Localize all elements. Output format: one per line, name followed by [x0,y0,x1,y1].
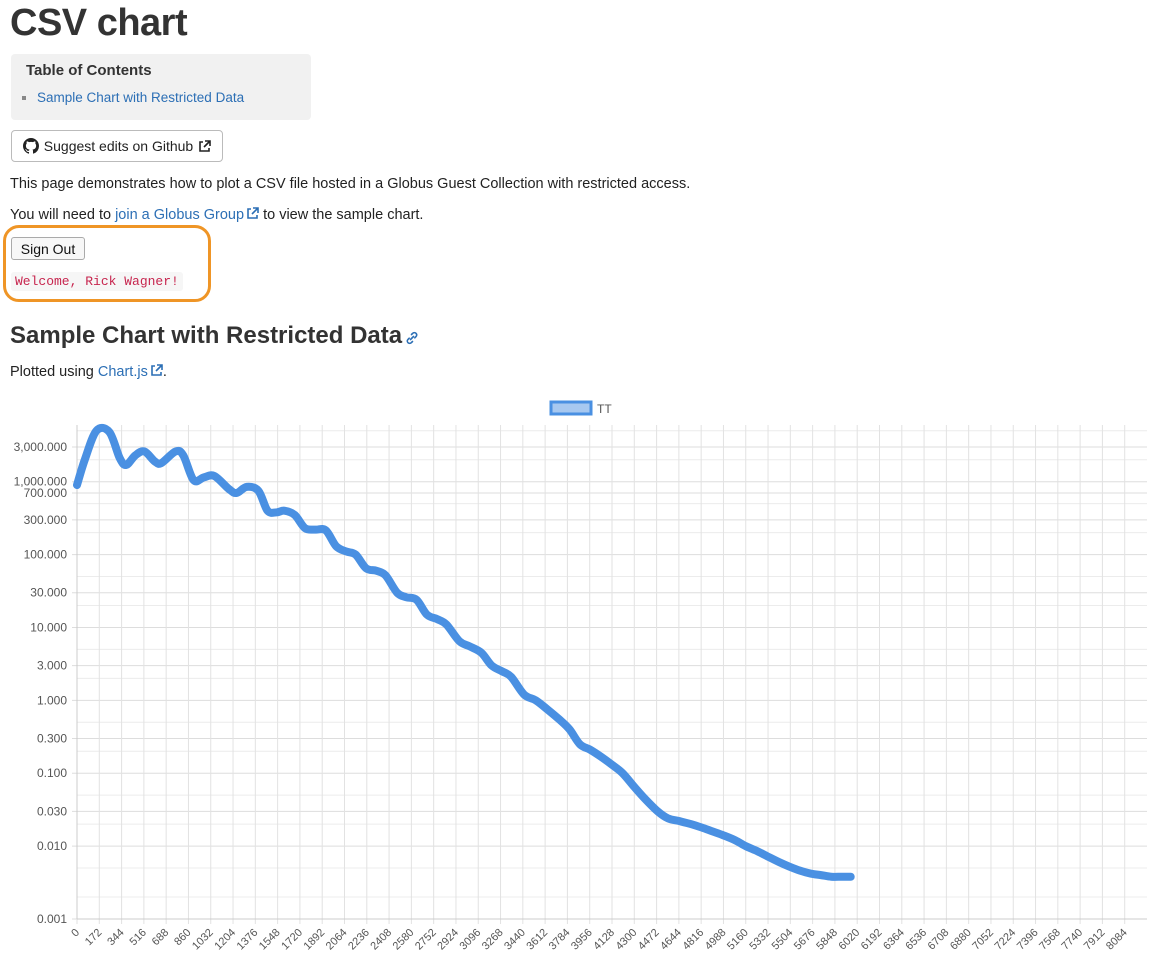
x-tick-label: 6192 [859,927,885,953]
join-group-paragraph: You will need to join a Globus Group to … [10,207,423,224]
x-tick-label: 1204 [212,927,238,953]
join-link-label: join a Globus Group [115,207,245,223]
y-tick-label: 3.000 [37,659,67,673]
chart-series [73,423,855,881]
table-of-contents: Table of Contents Sample Chart with Rest… [11,54,311,120]
toc-bullet-icon [22,96,26,100]
x-tick-label: 6708 [926,927,952,953]
x-tick-label: 1376 [235,927,261,953]
x-tick-label: 4300 [614,927,640,953]
series-line-tt [73,423,855,881]
x-tick-label: 4472 [636,927,662,953]
x-tick-label: 2580 [391,927,417,953]
x-tick-label: 3440 [502,927,528,953]
x-tick-label: 688 [150,927,171,948]
x-tick-label: 3096 [458,927,484,953]
x-tick-label: 3268 [480,927,506,953]
y-tick-label: 30.000 [30,586,67,600]
x-tick-label: 5332 [747,927,773,953]
y-tick-label: 0.010 [37,839,67,853]
x-tick-label: 1548 [257,927,283,953]
x-tick-label: 5676 [792,927,818,953]
y-tick-label: 0.001 [37,912,67,926]
x-tick-label: 7568 [1037,927,1063,953]
join-suffix: to view the sample chart. [259,207,424,223]
x-tick-label: 2236 [346,927,372,953]
x-tick-label: 4988 [703,927,729,953]
x-tick-label: 2064 [324,927,350,953]
toc-title: Table of Contents [26,62,152,79]
x-tick-label: 172 [83,927,104,948]
x-tick-label: 2408 [368,927,394,953]
x-tick-label: 6020 [837,927,863,953]
y-tick-label: 0.300 [37,731,67,745]
x-tick-label: 7224 [993,927,1019,953]
x-tick-label: 516 [128,927,149,948]
x-tick-label: 6536 [903,927,929,953]
intro-text: This page demonstrates how to plot a CSV… [10,176,691,192]
y-tick-label: 1.000 [37,693,67,707]
y-tick-label: 300.000 [24,513,68,527]
x-tick-label: 7052 [970,927,996,953]
x-tick-label: 5504 [770,927,796,953]
external-link-icon [246,207,259,224]
x-tick-label: 7396 [1015,927,1041,953]
y-tick-label: 1,000.000 [14,475,68,489]
x-tick-label: 5160 [725,927,751,953]
x-tick-label: 2752 [413,927,439,953]
join-globus-group-link[interactable]: join a Globus Group [115,207,259,223]
chart-grid [72,425,1147,924]
plotted-using-paragraph: Plotted using Chart.js. [10,364,167,381]
page-title: CSV chart [10,2,188,44]
join-prefix: You will need to [10,207,116,223]
y-tick-label: 100.000 [24,548,68,562]
y-tick-label: 700.000 [24,486,68,500]
github-icon [22,138,39,154]
x-tick-label: 3784 [547,927,573,953]
y-tick-label: 0.100 [37,766,67,780]
x-axis-ticks: 0 172 344 516 688 860103212041376154817201892… [69,927,1130,953]
x-tick-label: 7912 [1082,927,1108,953]
x-tick-label: 2924 [435,927,461,953]
x-tick-label: 3612 [524,927,550,953]
x-tick-label: 1892 [302,927,328,953]
welcome-message: Welcome, Rick Wagner! [11,272,183,291]
x-tick-label: 6364 [881,927,907,953]
chart-legend[interactable]: TT [549,400,612,416]
y-tick-label: 0.030 [37,804,67,818]
link-icon[interactable] [404,330,420,351]
x-tick-label: 0 [69,927,82,940]
legend-label-tt: TT [597,402,612,416]
x-tick-label: 3956 [569,927,595,953]
legend-swatch-tt [549,400,593,416]
x-tick-label: 344 [105,927,126,948]
section-title: Sample Chart with Restricted Data [10,322,403,349]
y-tick-label: 3,000.000 [14,440,68,454]
x-tick-label: 1720 [279,927,305,953]
x-tick-label: 4644 [658,927,684,953]
toc-link-sample-chart[interactable]: Sample Chart with Restricted Data [37,90,245,105]
highlight-annotation [3,225,211,302]
x-tick-label: 4128 [591,927,617,953]
chartjs-link[interactable]: Chart.js [98,364,163,380]
x-tick-label: 7740 [1059,927,1085,953]
plotted-prefix: Plotted using [10,364,98,380]
sign-out-button[interactable]: Sign Out [11,237,85,260]
suggest-edits-label: Suggest edits on Github [43,138,194,154]
chartjs-link-label: Chart.js [97,364,148,380]
x-tick-label: 4816 [680,927,706,953]
x-tick-label: 6880 [948,927,974,953]
y-tick-label: 10.000 [30,620,67,634]
external-link-icon [198,139,212,153]
x-tick-label: 1032 [190,927,216,953]
plotted-suffix: . [162,364,167,380]
suggest-edits-button[interactable]: Suggest edits on Github [11,130,223,162]
external-link-icon [150,364,163,381]
x-tick-label: 5848 [814,927,840,953]
x-tick-label: 8084 [1104,927,1130,953]
